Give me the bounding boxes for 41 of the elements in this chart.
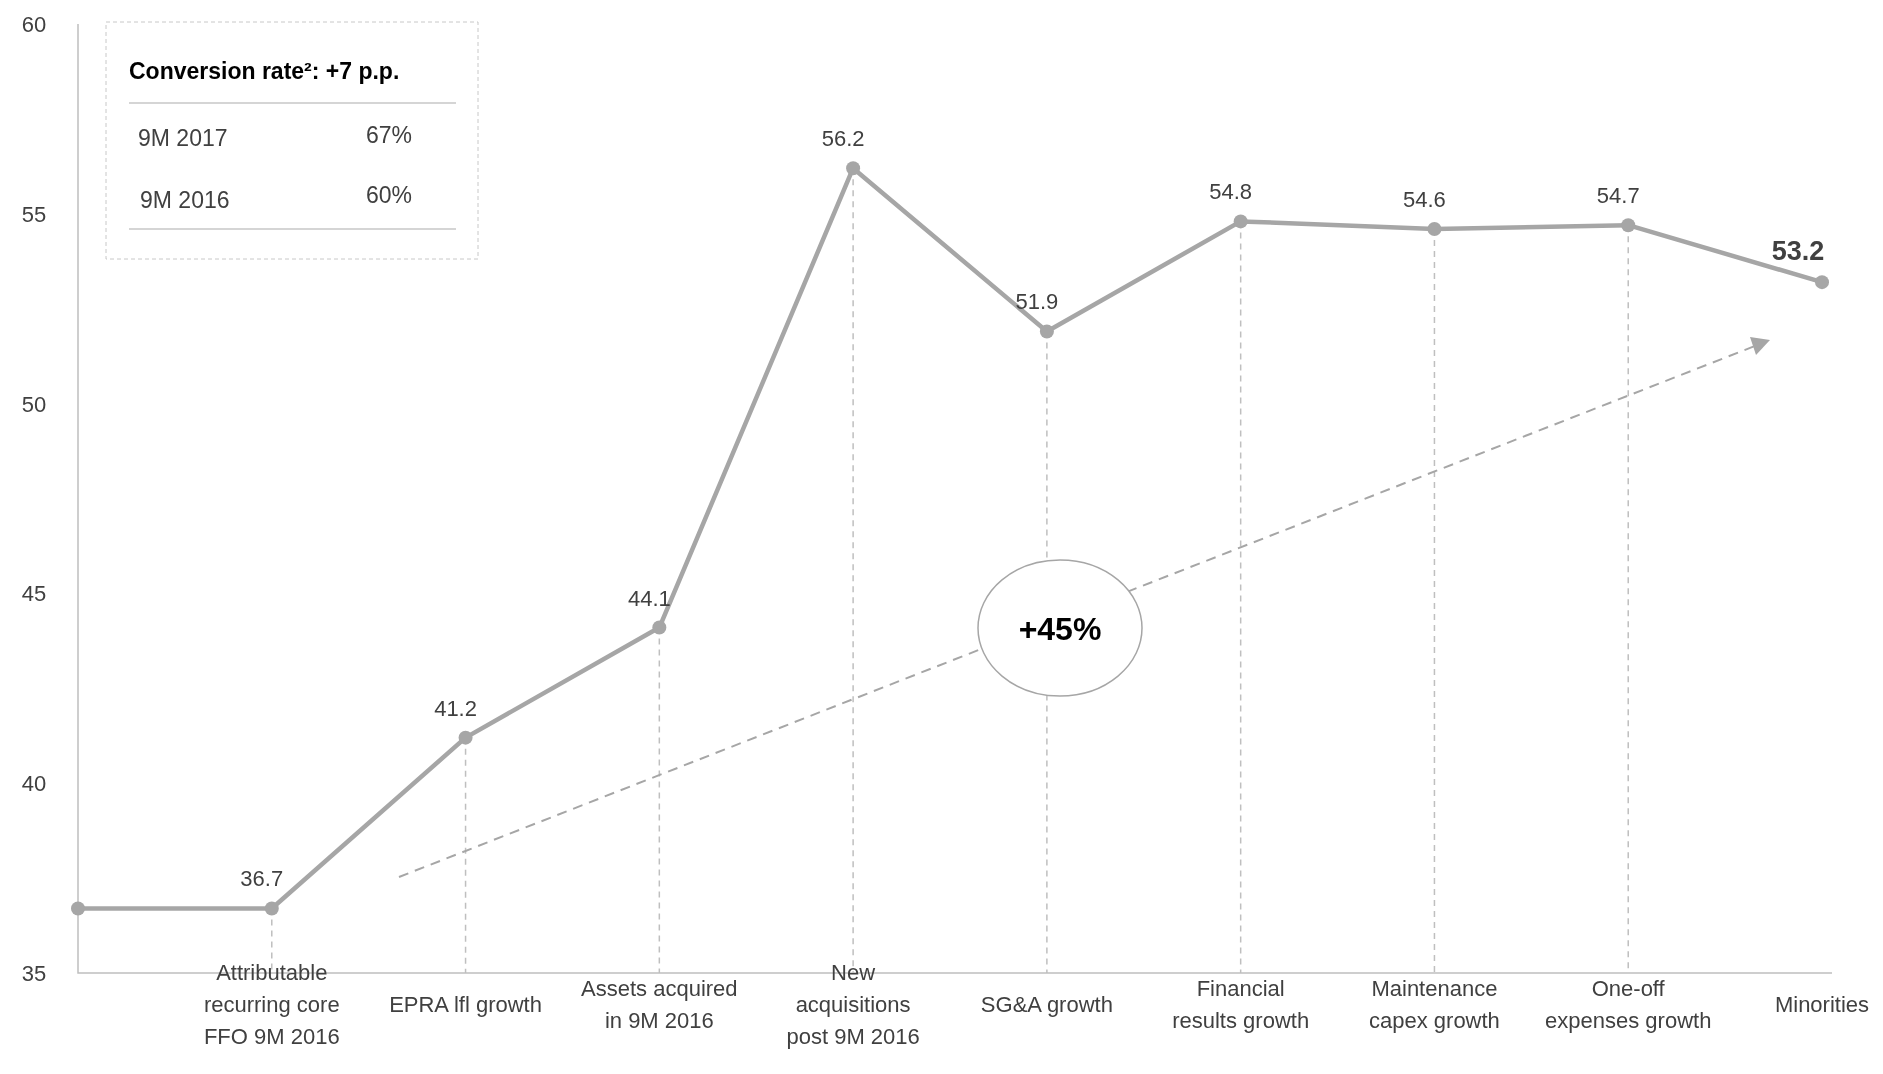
y-tick-label: 50 (21, 391, 47, 417)
y-tick-label: 45 (21, 581, 47, 607)
annotation: 9M 2016 (140, 187, 230, 213)
annotation: 67% (366, 122, 413, 148)
data-label: 44.1 (627, 585, 671, 611)
x-tick-label: SG&A growth (980, 992, 1113, 1017)
x-tick-label: EPRA lfl growth (389, 992, 542, 1017)
point (264, 901, 279, 916)
point (1039, 324, 1054, 339)
point (71, 901, 85, 916)
x-tick-label: Minorities (1774, 992, 1870, 1017)
y-tick-label: 55 (21, 201, 47, 227)
data-label: 54.7 (1596, 183, 1640, 209)
ellipse-callout: +45% (977, 559, 1143, 697)
x-tick-label: New acquisitions post 9M 2016 (786, 960, 920, 1049)
annotation: +45% (1018, 611, 1102, 647)
x-tick-label: Attributable recurring core FFO 9M 2016 (203, 960, 340, 1049)
data-label: 56.2 (821, 126, 865, 152)
annotation: 60% (366, 182, 413, 208)
point (458, 730, 473, 745)
annotation: 9M 2017 (138, 125, 228, 151)
point (1815, 275, 1829, 290)
x-tick-label: One-off expenses growth (1545, 976, 1712, 1033)
data-label: 54.8 (1209, 179, 1253, 205)
data-label: 41.2 (434, 695, 477, 721)
annotation: Conversion rate²: +7 p.p. (129, 58, 400, 84)
point (652, 620, 667, 635)
point (846, 161, 861, 176)
x-tick-label: Financial results growth (1172, 976, 1310, 1033)
point (1427, 221, 1442, 236)
point (1621, 218, 1636, 233)
x-tick-label: Maintenance capex growth (1369, 976, 1500, 1033)
data-label: 51.9 (1015, 289, 1059, 315)
y-tick-label: 35 (21, 961, 47, 986)
data-label: 54.6 (1403, 186, 1446, 212)
point (1233, 214, 1248, 229)
data-label: 53.2 (1771, 236, 1825, 267)
x-tick-label: Assets acquired in 9M 2016 (581, 976, 738, 1033)
data-label: 36.7 (240, 866, 284, 892)
y-tick-label: 40 (21, 771, 47, 797)
y-tick-label: 60 (21, 12, 47, 37)
